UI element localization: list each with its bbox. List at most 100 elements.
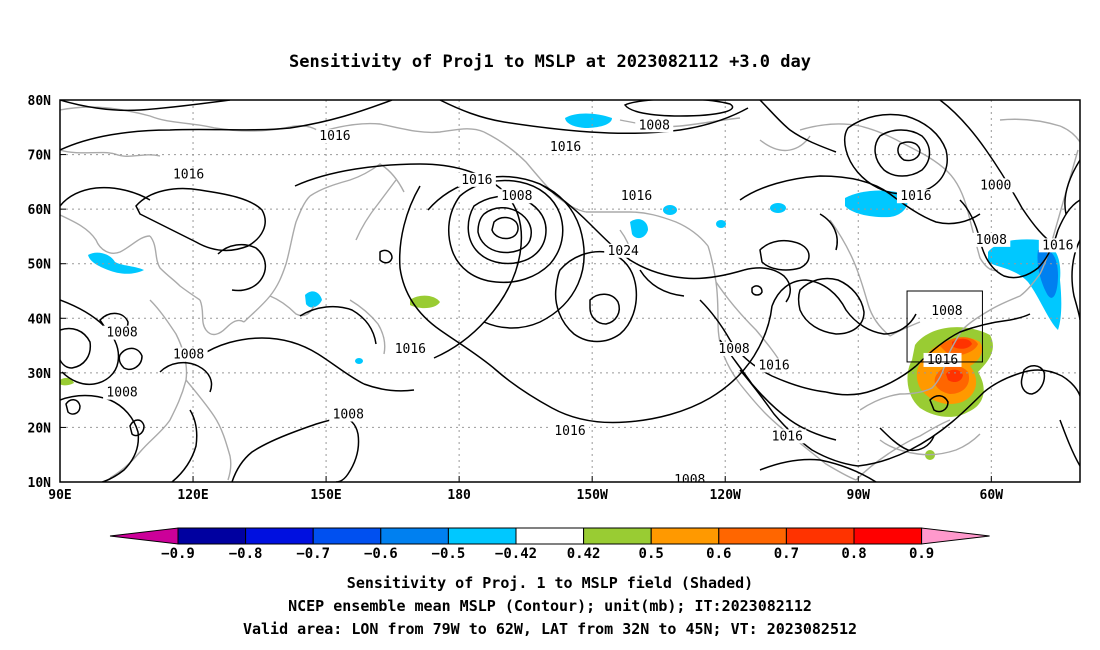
shade-negative-cyan-5 xyxy=(630,219,648,239)
caption-line-3: Valid area: LON from 79W to 62W, LAT fro… xyxy=(243,620,857,638)
contour-label: 1008 xyxy=(976,233,1007,248)
shade-negative-cyan-9 xyxy=(716,220,726,228)
contour-label-bg xyxy=(768,429,807,444)
contour-label: 1008 xyxy=(333,408,364,423)
contour-label-bg xyxy=(169,167,208,182)
contour-label: 1016 xyxy=(554,424,585,439)
lon-tick-label: 150W xyxy=(577,488,608,503)
contour-label-bg xyxy=(604,243,643,258)
contour-label: 1008 xyxy=(173,347,204,362)
colorbar-min-triangle xyxy=(109,527,179,545)
map-frame xyxy=(59,99,1081,483)
contour-label: 1008 xyxy=(501,189,532,204)
contour-label-bg xyxy=(972,232,1011,247)
lon-tick-label: 120W xyxy=(710,488,741,503)
contour-label: 1016 xyxy=(772,429,803,444)
lat-tick-label: 30N xyxy=(28,367,52,382)
colorbar-swatch xyxy=(177,527,247,545)
shade-negative-cyan-7 xyxy=(663,205,677,215)
colorbar-label: 0.7 xyxy=(774,546,799,562)
contour-label: 1008 xyxy=(674,473,705,488)
colorbar-label: 0.9 xyxy=(909,546,934,562)
colorbar-swatch xyxy=(447,527,517,545)
color-bar: −0.9 −0.8 −0.7 −0.6 −0.5 −0.42 0.42 0.5 0.6 0.7 0.… xyxy=(109,527,990,562)
contour-label: 1000 xyxy=(980,178,1011,193)
contour-label-bg xyxy=(103,385,142,400)
contour-label: 1016 xyxy=(621,189,652,204)
contour-label: 1008 xyxy=(931,304,962,319)
sensitivity-shading xyxy=(60,113,1062,460)
valid-area-box xyxy=(906,290,983,363)
colorbar-swatch xyxy=(583,527,652,545)
contour-label: 1016 xyxy=(173,167,204,182)
figure-title: Sensitivity of Proj1 to MSLP at 20230821… xyxy=(289,52,811,72)
colorbar-label: 0.8 xyxy=(841,546,866,562)
contour-label-bg xyxy=(103,325,142,340)
caption-line-1: Sensitivity of Proj. 1 to MSLP field (Sh… xyxy=(347,574,753,592)
contour-label: 1016 xyxy=(319,129,350,144)
contour-label: 1008 xyxy=(718,342,749,357)
contour-label-bg xyxy=(391,342,430,357)
contour-label: 1016 xyxy=(900,189,931,204)
colorbar-label: −0.5 xyxy=(432,546,466,562)
colorbar-swatch xyxy=(515,527,585,545)
lon-tick-label: 180 xyxy=(447,488,471,503)
shade-negative-cyan-3 xyxy=(565,113,612,128)
shade-positive-yellowgreen-3 xyxy=(60,377,74,386)
lat-tick-label: 40N xyxy=(28,312,52,327)
contour-label-bg xyxy=(169,347,208,362)
contour-label-bg xyxy=(1038,238,1077,253)
lat-tick-label: 20N xyxy=(28,421,52,436)
lon-tick-label: 120E xyxy=(177,488,208,503)
caption-line-2: NCEP ensemble mean MSLP (Contour); unit(… xyxy=(288,597,812,615)
contour-label: 1016 xyxy=(461,173,492,188)
contour-label: 1016 xyxy=(395,342,426,357)
colorbar-label: −0.9 xyxy=(161,546,195,562)
lon-tick-label: 150E xyxy=(310,488,341,503)
contour-label: 1016 xyxy=(927,353,958,368)
shade-negative-blue-1 xyxy=(1037,249,1058,298)
contour-label: 1016 xyxy=(550,140,581,155)
contour-label: 1016 xyxy=(758,358,789,373)
contour-label-bg xyxy=(670,473,709,482)
shade-negative-cyan-10 xyxy=(355,358,363,364)
map-panel: 1016 1016 1008 1016 1016 1008 1016 1016 1000 1024… xyxy=(60,100,1080,488)
lat-tick-label: 50N xyxy=(28,258,52,273)
contour-label-bg xyxy=(551,423,589,438)
colorbar-label: −0.42 xyxy=(495,546,537,562)
lat-tick-label: 10N xyxy=(28,476,52,491)
lon-tick-label: 90W xyxy=(847,488,871,503)
mslp-contours xyxy=(60,100,1080,482)
shade-negative-cyan-8 xyxy=(770,203,786,213)
contour-label-bg xyxy=(457,172,496,187)
contour-label-bg xyxy=(755,358,793,373)
contour-label: 1008 xyxy=(106,386,137,401)
colorbar-swatch xyxy=(718,527,787,545)
contour-labels: 1016 1016 1008 1016 1016 1008 1016 1016 1000 1024… xyxy=(103,118,1077,488)
shade-negative-cyan-4 xyxy=(305,291,322,308)
contour-label-bg xyxy=(635,118,674,133)
colorbar-label: 0.6 xyxy=(706,546,731,562)
colorbar-swatch xyxy=(312,527,382,545)
contour-label: 1008 xyxy=(639,118,670,133)
colorbar-swatch xyxy=(650,527,720,545)
contour-label-bg xyxy=(617,189,656,204)
colorbar-label: 0.5 xyxy=(639,546,664,562)
contour-label-bg xyxy=(976,178,1015,193)
colorbar-swatch xyxy=(245,527,314,545)
contour-label-bg xyxy=(715,342,754,357)
colorbar-swatch xyxy=(380,527,449,545)
longitude-axis-labels: 90E 120E 150E 180 150W 120W 90W 60W xyxy=(48,476,1003,503)
shade-negative-cyan-6 xyxy=(88,252,144,274)
colorbar-label: −0.8 xyxy=(229,546,263,562)
contour-label-bg xyxy=(546,140,585,155)
contour-label-bg xyxy=(315,129,354,144)
contour-label-bg xyxy=(497,189,536,204)
contour-label: 1016 xyxy=(1042,238,1073,253)
colorbar-label: −0.7 xyxy=(296,546,330,562)
colorbar-label: −0.6 xyxy=(364,546,398,562)
colorbar-swatch xyxy=(785,527,855,545)
shade-negative-cyan-2 xyxy=(845,190,908,218)
contour-label: 1008 xyxy=(106,326,137,341)
